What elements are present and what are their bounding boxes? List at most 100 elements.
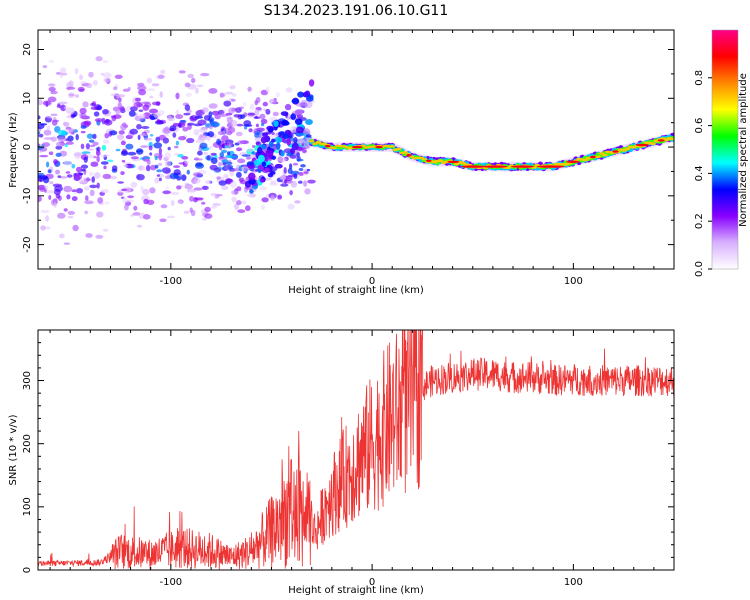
spectrogram-noise-blob — [234, 107, 242, 113]
spectrogram-noise-blob — [197, 119, 207, 126]
spectrogram-noise-blob — [101, 144, 107, 151]
spectrogram-noise-blob — [117, 181, 124, 184]
spectrogram-noise-blob — [85, 233, 93, 238]
spectrogram-noise-blob — [96, 155, 100, 163]
spectrogram-noise-blob — [146, 159, 151, 165]
spectrogram-noise-blob — [88, 154, 94, 159]
spectrogram-noise-blob — [133, 205, 138, 211]
spectrogram-noise-blob — [85, 143, 90, 150]
spectrogram-noise-blob — [129, 128, 138, 135]
spectrogram-noise-blob — [203, 151, 208, 156]
spectrogram-streak-blob — [257, 154, 265, 163]
spectrogram-noise-blob — [149, 95, 154, 99]
spectrogram-noise-blob — [290, 180, 298, 188]
spectrogram-noise-blob — [288, 174, 298, 178]
spectrogram-noise-blob — [65, 107, 75, 115]
snr-series-line — [38, 330, 674, 570]
spectrogram-noise-blob — [125, 199, 135, 203]
spectrogram-noise-blob — [158, 134, 166, 141]
spectrogram-noise-blob — [92, 133, 97, 140]
spectrogram-noise-blob — [110, 93, 120, 97]
spectrogram-noise-blob — [184, 82, 191, 88]
spectrogram-noise-blob — [284, 103, 292, 111]
spectrogram-noise-blob — [244, 126, 248, 130]
spectrogram-noise-blob — [84, 186, 90, 191]
spectrogram-noise-blob — [143, 198, 149, 205]
spectrogram-noise-blob — [237, 209, 246, 214]
spectrogram-noise-blob — [226, 164, 232, 168]
spectrogram-noise-blob — [201, 201, 206, 205]
spectrogram-noise-blob — [222, 93, 226, 97]
ridge-band — [308, 140, 315, 143]
spectrogram-noise-blob — [226, 117, 233, 124]
spectrogram-noise-blob — [236, 147, 243, 152]
spectrogram-noise-blob — [38, 143, 41, 147]
colorbar-tick-label: 0.8 — [694, 70, 705, 86]
colorbar-ticks: 0.0 0.2 0.4 0.6 0.8 — [694, 70, 712, 277]
spectrogram-noise-blob — [304, 140, 310, 147]
spectrogram-noise-blob — [86, 177, 90, 182]
spectrogram-noise-blob — [90, 161, 99, 167]
ridge-peak — [482, 165, 508, 168]
spectrogram-noise-blob — [284, 179, 288, 184]
spectrogram-noise-blob — [137, 165, 146, 171]
spectrogram-noise-blob — [207, 131, 215, 138]
spectrogram-noise-blob — [66, 86, 76, 90]
spectrogram-noise-blob — [299, 138, 303, 145]
spectrogram-noise-blob — [175, 140, 179, 146]
spectrogram-noise-blob — [65, 171, 71, 174]
spectrogram-streak-blob — [276, 142, 281, 150]
colorbar-tick-label: 0.4 — [694, 165, 705, 181]
chart-title: S134.2023.191.06.10.G11 — [264, 3, 449, 19]
spectrogram-noise-blob — [196, 84, 204, 88]
spectrogram-noise-blob — [225, 91, 234, 95]
spectrogram-noise-blob — [55, 145, 63, 150]
spectrogram-noise-blob — [199, 127, 208, 133]
spectrogram-noise-blob — [149, 134, 154, 137]
snr-ticks: -100 0 100 0 100 200 300 — [22, 329, 675, 588]
spectrogram-noise-blob — [149, 108, 158, 114]
spectrogram-noise-blob — [193, 187, 203, 191]
spectrogram-noise-blob — [210, 157, 218, 164]
spectrogram-noise-blob — [93, 111, 100, 117]
spectrogram-streak-blob — [274, 136, 283, 143]
spectrogram-noise-blob — [97, 146, 101, 152]
ridge-band — [360, 144, 367, 147]
spectrogram-noise-blob — [111, 115, 117, 122]
spectrogram-streak-blob — [265, 149, 274, 158]
spectrogram-streak-blob — [264, 167, 270, 173]
spectrogram-noise-blob — [172, 123, 180, 127]
spectrogram-noise-blob — [102, 228, 109, 232]
spectrogram-noise-blob — [103, 165, 107, 170]
colorbar: 0.0 0.2 0.4 0.6 0.8 Normalized spectral ampl… — [694, 29, 749, 277]
spectrogram-noise-blob — [194, 116, 204, 119]
spectrogram-noise-blob — [238, 177, 245, 182]
spectrogram-noise-blob — [197, 150, 203, 156]
spectrogram-noise-blob — [178, 70, 186, 74]
spectrogram-noise-blob — [132, 212, 141, 216]
spectrogram-noise-blob — [100, 154, 110, 158]
spectrogram-streak-blob — [262, 132, 268, 137]
spectrogram-noise-blob — [94, 118, 104, 123]
spectrogram-noise-blob — [56, 72, 61, 75]
spectrogram-marks — [38, 56, 674, 245]
spectrogram-noise-blob — [160, 69, 166, 75]
spectrogram-noise-blob — [254, 109, 260, 116]
spectrogram-streak-blob — [262, 161, 267, 167]
spectrogram-noise-blob — [137, 134, 141, 140]
spectrogram-noise-blob — [80, 81, 87, 85]
spectrogram-noise-blob — [159, 91, 163, 98]
spectrogram-noise-blob — [96, 105, 103, 111]
spectrogram-noise-blob — [195, 87, 199, 94]
spectrogram-noise-blob — [179, 119, 187, 123]
spectrogram-noise-blob — [140, 185, 144, 192]
spectrogram-noise-blob — [165, 160, 171, 167]
colorbar-frame — [711, 29, 739, 270]
spectrogram-noise-blob — [260, 204, 265, 210]
spectrogram-noise-blob — [247, 113, 256, 116]
spectrogram-noise-blob — [307, 179, 316, 184]
colorbar-tick-label: 0.6 — [694, 118, 705, 134]
spectrogram-noise-blob — [46, 125, 51, 131]
spectrogram-noise-blob — [202, 185, 209, 190]
colorbar-label: Normalized spectral amplitude — [738, 73, 749, 227]
